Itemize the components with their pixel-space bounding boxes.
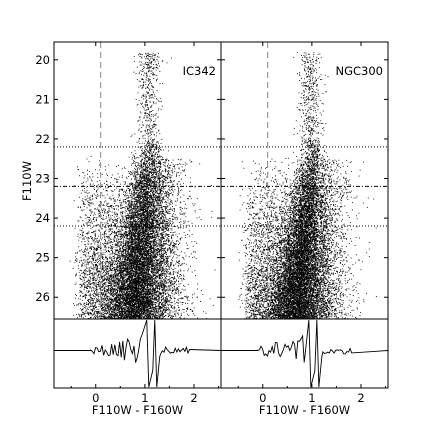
x-tick-label: 2 [357, 391, 364, 405]
x-tick-label: 0 [92, 391, 99, 405]
panel-ngc300: 0 1 2 NGC300 [220, 41, 389, 405]
panel-title: IC342 [183, 64, 216, 78]
y-tick-label: 21 [35, 92, 50, 106]
panel-title: NGC300 [336, 64, 384, 78]
y-tick-label: 20 [35, 53, 50, 67]
panel-ic342: 0 1 2 20 21 22 23 24 25 26 IC342 [35, 41, 222, 405]
x-tick-label: 2 [190, 391, 197, 405]
x-tick-label: 0 [259, 391, 266, 405]
reference-lines-ngc300 [221, 42, 388, 319]
y-tick-label: 22 [35, 132, 50, 146]
y-tick-label: 24 [35, 211, 50, 225]
y-tick-label: 23 [35, 172, 50, 186]
reference-lines-ic342 [54, 42, 221, 319]
x-axis-label-right: F110W - F160W [259, 403, 350, 417]
scatter-points-ic342 [69, 52, 216, 319]
x-tick-label: 1 [141, 391, 148, 405]
trace-line [221, 319, 389, 388]
x-tick-label: 1 [308, 391, 315, 405]
y-axis-label: F110W [20, 161, 34, 201]
lower-frame [220, 318, 389, 389]
trace-line [54, 319, 222, 388]
scatter-points-ngc300 [238, 52, 377, 319]
lower-frame [53, 318, 222, 389]
y-tick-label: 26 [35, 290, 50, 304]
y-tick-label: 25 [35, 251, 50, 265]
lower-trace-ngc300 [221, 319, 389, 388]
x-axis-label-left: F110W - F160W [92, 403, 183, 417]
lower-trace-ic342 [54, 319, 222, 388]
